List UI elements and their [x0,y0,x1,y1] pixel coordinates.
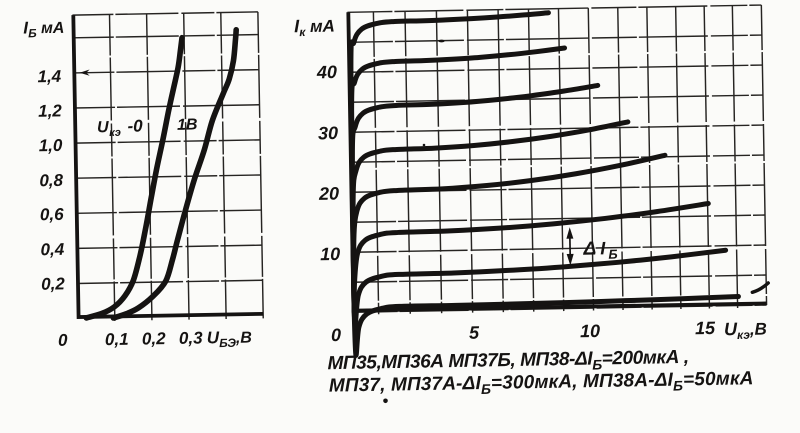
svg-text:IБ мА: IБ мА [23,18,64,41]
svg-text:5: 5 [469,323,480,343]
svg-text:кэ: кэ [109,127,121,139]
svg-text:0,8: 0,8 [39,171,64,190]
svg-text:UБЭ,В: UБЭ,В [207,328,252,351]
svg-text:0,3: 0,3 [179,328,204,347]
svg-text:1,2: 1,2 [38,101,63,120]
svg-text:-0: -0 [127,116,143,135]
svg-text:30: 30 [318,123,338,143]
svg-text:1В: 1В [177,116,198,133]
svg-text:Uкэ,В: Uкэ,В [724,319,767,343]
svg-text:10: 10 [320,244,340,264]
svg-text:0,2: 0,2 [142,329,167,348]
svg-text:1,0: 1,0 [39,136,64,155]
svg-text:0,6: 0,6 [40,205,65,224]
svg-text:0: 0 [58,331,68,350]
svg-text:0,2: 0,2 [41,274,66,293]
svg-text:20: 20 [318,183,339,203]
svg-text:0: 0 [331,325,341,345]
svg-text:0,1: 0,1 [105,330,129,349]
svg-text:1,4: 1,4 [37,67,62,86]
svg-text:10: 10 [580,321,600,341]
svg-text:15: 15 [695,318,716,338]
svg-text:U: U [97,119,109,136]
svg-text:40: 40 [316,62,337,82]
svg-text:Iк мА: Iк мА [294,16,335,40]
svg-text:0,4: 0,4 [40,240,65,259]
